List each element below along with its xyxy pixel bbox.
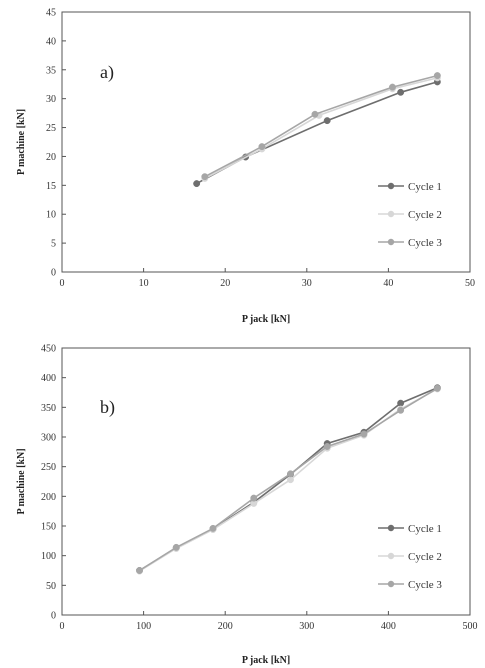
y-axis-title: P machine [kN]	[16, 109, 27, 175]
data-point-cycle-3	[250, 494, 258, 502]
chart-b: 0 50 100 150 200 250 300 350 400 450 0 100 200 300 400…	[16, 344, 478, 667]
y-tick-label: 25	[46, 123, 56, 134]
y-tick-label: 45	[46, 8, 56, 19]
x-tick-label: 400	[381, 621, 396, 632]
legend-label-cycle-2: Cycle 2	[408, 209, 442, 221]
legend-marker-cycle-3	[387, 580, 395, 588]
x-tick-label: 100	[136, 621, 151, 632]
legend-marker-cycle-1	[387, 524, 395, 532]
data-point-cycle-3	[323, 443, 331, 450]
data-point-cycle-3	[258, 143, 266, 151]
y-tick-label: 0	[51, 611, 56, 622]
legend-marker-cycle-1	[387, 182, 395, 190]
plot-frame	[61, 11, 471, 273]
legend-label-cycle-3: Cycle 3	[408, 237, 442, 249]
x-tick-label: 40	[383, 278, 393, 289]
x-tick-label: 500	[463, 621, 478, 632]
panel-label: b)	[100, 397, 115, 418]
panel-label: a)	[100, 62, 114, 83]
y-tick-label: 250	[41, 462, 56, 473]
plot-frame	[61, 347, 471, 616]
x-tick-label: 30	[302, 278, 312, 289]
data-point-cycle-3	[433, 384, 441, 392]
data-point-cycle-1	[323, 117, 331, 125]
y-tick-label: 100	[41, 551, 56, 562]
data-point-cycle-3	[209, 524, 217, 532]
data-point-cycle-3	[389, 83, 396, 91]
y-tick-label: 450	[41, 344, 56, 355]
data-point-cycle-3	[433, 72, 441, 80]
y-tick-label: 400	[41, 373, 56, 384]
y-tick-label: 50	[46, 581, 56, 592]
y-tick-label: 5	[51, 239, 56, 250]
y-tick-label: 15	[46, 181, 56, 192]
legend-marker-cycle-3	[387, 238, 395, 246]
data-point-cycle-1	[193, 180, 201, 188]
legend: Cycle 1 Cycle 2 Cycle 3	[378, 523, 442, 591]
y-tick-label: 200	[41, 492, 56, 503]
y-tick-label: 350	[41, 403, 56, 414]
series-line-1	[196, 81, 438, 185]
legend-label-cycle-1: Cycle 1	[408, 181, 442, 193]
legend-label-cycle-1: Cycle 1	[408, 523, 442, 535]
data-point-cycle-2	[287, 476, 294, 484]
y-tick-label: 0	[51, 268, 56, 279]
legend-marker-cycle-2	[387, 552, 395, 560]
data-point-cycle-3	[172, 543, 180, 551]
x-tick-label: 200	[218, 621, 233, 632]
y-tick-label: 300	[41, 433, 56, 444]
x-tick-label: 10	[139, 278, 149, 289]
y-tick-label: 150	[41, 522, 56, 533]
legend-label-cycle-3: Cycle 3	[408, 579, 442, 591]
x-axis-title: P jack [kN]	[242, 314, 290, 325]
y-tick-label: 30	[46, 94, 56, 105]
legend-label-cycle-2: Cycle 2	[408, 551, 442, 563]
x-axis-title: P jack [kN]	[242, 655, 290, 666]
x-tick-label: 0	[60, 278, 65, 289]
data-point-cycle-3	[136, 567, 143, 574]
y-tick-label: 10	[46, 210, 56, 221]
chart-a: 0 5 10 15 20 25 30 35 40 45 0 10 20 30 40 50 P jack [kN]…	[16, 8, 475, 326]
x-tick-label: 300	[299, 621, 314, 632]
data-point-cycle-3	[360, 430, 368, 438]
data-point-cycle-3	[201, 173, 209, 181]
y-tick-label: 20	[46, 152, 56, 163]
data-point-cycle-3	[311, 110, 319, 118]
data-point-cycle-3	[397, 406, 405, 414]
data-point-cycle-1	[397, 88, 405, 96]
data-point-cycle-3	[287, 470, 294, 478]
x-tick-label: 0	[60, 621, 65, 632]
legend: Cycle 1 Cycle 2 Cycle 3	[378, 181, 442, 249]
legend-marker-cycle-2	[387, 210, 395, 218]
y-tick-label: 40	[46, 36, 56, 47]
y-axis-title: P machine [kN]	[16, 448, 27, 514]
data-point-cycle-1	[397, 399, 405, 407]
x-tick-label: 50	[465, 278, 475, 289]
y-tick-label: 35	[46, 65, 56, 76]
x-tick-label: 20	[220, 278, 230, 289]
